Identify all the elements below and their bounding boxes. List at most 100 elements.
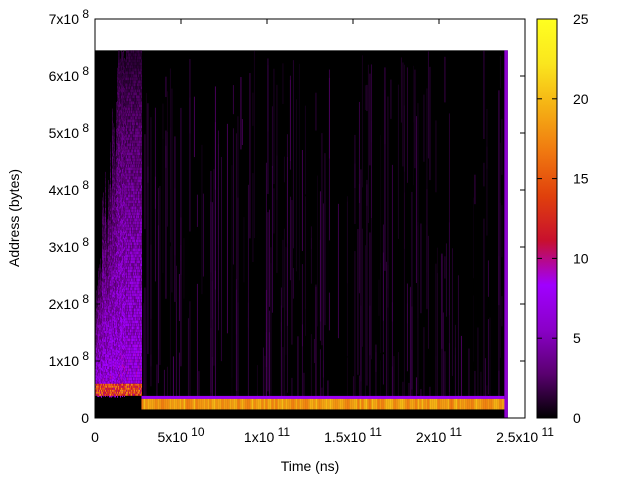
- heatmap-cell: [116, 138, 117, 142]
- heatmap-cell: [129, 155, 130, 159]
- heatmap-cell: [110, 387, 111, 390]
- heatmap-cell: [122, 322, 123, 326]
- heatmap-cell: [136, 140, 137, 144]
- heatmap-cell: [131, 305, 132, 309]
- heatmap-cell: [137, 275, 138, 279]
- heatmap-cell: [131, 389, 132, 392]
- heatmap-cell: [140, 269, 141, 273]
- heatmap-cell: [99, 375, 100, 379]
- heatmap-cell: [337, 398, 340, 410]
- heatmap-cell: [124, 237, 125, 241]
- heatmap-cell: [141, 387, 142, 390]
- heatmap-cell: [140, 387, 141, 390]
- heatmap-cell: [140, 134, 141, 138]
- heatmap-cell: [131, 393, 132, 396]
- heatmap-cell: [120, 118, 121, 122]
- heatmap-cell: [120, 130, 121, 134]
- heatmap-cell: [104, 372, 105, 376]
- heatmap-cell: [105, 291, 106, 295]
- heatmap-cell: [122, 94, 123, 98]
- heatmap-cell: [112, 174, 113, 178]
- heatmap-cell: [132, 266, 133, 270]
- heatmap-cell: [136, 113, 137, 117]
- heatmap-cell: [136, 383, 137, 386]
- heatmap-cell: [124, 225, 125, 229]
- heatmap-cell: [103, 237, 104, 241]
- heatmap-cell: [119, 53, 120, 57]
- heatmap-cell: [138, 377, 139, 381]
- heatmap-cell: [104, 383, 105, 386]
- heatmap-cell: [141, 185, 142, 189]
- heatmap-cell: [98, 325, 99, 329]
- heatmap-cell: [121, 239, 122, 243]
- heatmap-cell: [109, 389, 110, 392]
- heatmap-cell: [126, 338, 127, 342]
- heatmap-cell: [379, 135, 381, 276]
- heatmap-cell: [271, 165, 273, 313]
- heatmap-cell: [125, 284, 126, 288]
- heatmap-cell: [135, 308, 136, 312]
- heatmap-cell: [141, 92, 142, 96]
- heatmap-cell: [115, 253, 116, 257]
- heatmap-cell: [101, 367, 102, 371]
- heatmap-cell: [140, 113, 141, 117]
- heatmap-cell: [123, 131, 124, 135]
- heatmap-cell: [134, 236, 135, 240]
- heatmap-cell: [113, 372, 114, 376]
- heatmap-cell: [140, 365, 141, 369]
- heatmap-cell: [120, 268, 121, 272]
- heatmap-cell: [115, 391, 116, 394]
- heatmap-cell: [116, 243, 117, 247]
- heatmap-cell: [115, 175, 116, 179]
- heatmap-cell: [136, 146, 137, 150]
- heatmap-cell: [139, 122, 140, 126]
- heatmap-cell: [123, 383, 124, 386]
- heatmap-cell: [178, 273, 180, 322]
- heatmap-cell: [126, 359, 127, 363]
- heatmap-cell: [101, 274, 102, 278]
- heatmap-cell: [137, 260, 138, 264]
- heatmap-cell: [134, 230, 135, 234]
- heatmap-cell: [96, 374, 97, 378]
- heatmap-cell: [138, 317, 139, 321]
- heatmap-cell: [116, 387, 117, 390]
- heatmap-cell: [106, 374, 107, 378]
- heatmap-cell: [129, 170, 130, 174]
- heatmap-cell: [100, 339, 101, 343]
- heatmap-cell: [117, 109, 118, 113]
- heatmap-cell: [104, 288, 105, 292]
- heatmap-cell: [285, 398, 288, 410]
- heatmap-cell: [136, 56, 137, 60]
- heatmap-cell: [127, 278, 128, 282]
- heatmap-cell: [130, 385, 131, 388]
- heatmap-cell: [109, 313, 110, 317]
- heatmap-cell: [109, 208, 110, 212]
- heatmap-cell: [127, 158, 128, 162]
- heatmap-cell: [100, 357, 101, 361]
- heatmap-cell: [123, 59, 124, 63]
- heatmap-cell: [115, 385, 116, 388]
- heatmap-cell: [123, 266, 124, 270]
- heatmap-cell: [130, 353, 131, 357]
- heatmap-cell: [111, 355, 112, 359]
- heatmap-cell: [116, 369, 117, 373]
- heatmap-cell: [104, 375, 105, 379]
- heatmap-cell: [113, 389, 114, 392]
- heatmap-cell: [116, 162, 117, 166]
- heatmap-cell: [150, 354, 152, 387]
- heatmap-cell: [117, 145, 118, 149]
- heatmap-cell: [103, 288, 104, 292]
- heatmap-cell: [112, 270, 113, 274]
- heatmap-cell: [131, 359, 132, 363]
- heatmap-cell: [369, 73, 371, 166]
- heatmap-cell: [129, 236, 130, 240]
- heatmap-cell: [105, 378, 106, 382]
- heatmap-cell: [116, 324, 117, 328]
- heatmap-cell: [132, 128, 133, 132]
- heatmap-cell: [136, 62, 137, 66]
- heatmap-cell: [124, 297, 125, 301]
- heatmap-cell: [129, 248, 130, 252]
- heatmap-cell: [286, 134, 288, 244]
- heatmap-cell: [137, 314, 138, 318]
- heatmap-cell: [140, 119, 141, 123]
